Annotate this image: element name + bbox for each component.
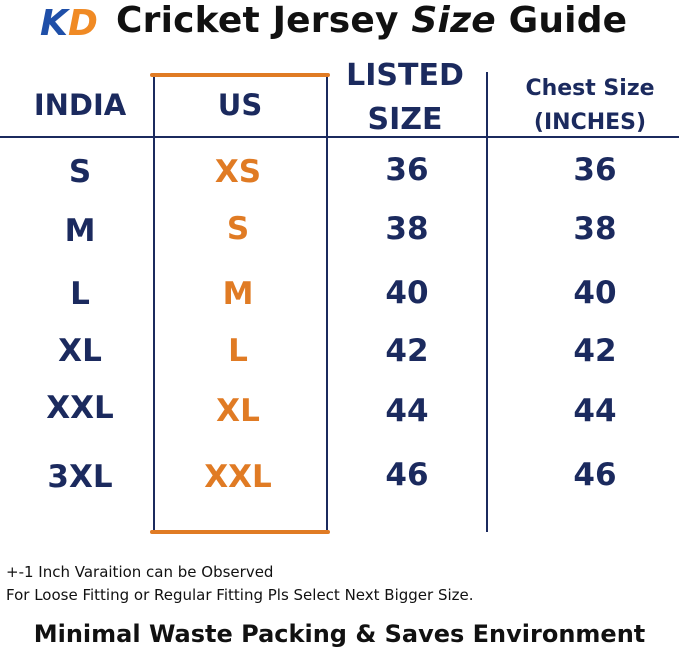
- page-title: Cricket Jersey Size Guide: [116, 0, 627, 41]
- cell-chest: 38: [573, 211, 617, 247]
- us-column-bottom-bar: [150, 530, 330, 534]
- cell-us: XS: [214, 154, 262, 190]
- cell-india: XL: [58, 333, 102, 369]
- us-column-left-line: [153, 77, 155, 530]
- cell-chest: 36: [573, 152, 617, 188]
- header-chest-line1: Chest Size: [525, 76, 655, 101]
- cell-us: XXL: [204, 459, 272, 495]
- cell-us: S: [226, 211, 250, 247]
- note-variation: +-1 Inch Varaition can be Observed: [6, 563, 274, 581]
- header-chest-line2: (INCHES): [533, 110, 647, 135]
- header-listed-line1: LISTED: [346, 58, 464, 93]
- header-listed-size: LISTED SIZE: [330, 54, 480, 142]
- kd-logo-icon: K D: [40, 4, 98, 40]
- note-fitting: For Loose Fitting or Regular Fitting Pls…: [6, 586, 474, 604]
- cell-chest: 40: [573, 275, 617, 311]
- header-india: INDIA: [33, 88, 127, 122]
- header-us: US: [217, 88, 263, 122]
- cell-chest: 42: [573, 333, 617, 369]
- title-part-3: Guide: [495, 0, 628, 41]
- title-part-1: Cricket Jersey: [116, 0, 412, 41]
- cell-us: XL: [216, 393, 260, 429]
- cell-india: M: [64, 213, 96, 249]
- svg-text:D: D: [68, 4, 98, 40]
- footer-tagline: Minimal Waste Packing & Saves Environmen…: [33, 620, 646, 648]
- cell-india: XXL: [46, 390, 114, 426]
- cell-listed: 38: [385, 211, 429, 247]
- header-listed-line2: SIZE: [367, 102, 443, 137]
- cell-chest: 44: [573, 393, 617, 429]
- header-chest-size: Chest Size (INCHES): [500, 72, 679, 140]
- cell-listed: 40: [385, 275, 429, 311]
- cell-listed: 42: [385, 333, 429, 369]
- cell-listed: 46: [385, 457, 429, 493]
- cell-chest: 46: [573, 457, 617, 493]
- chest-column-divider: [486, 72, 488, 532]
- cell-india: L: [70, 276, 90, 312]
- us-column-top-bar: [150, 73, 330, 77]
- cell-us: L: [228, 333, 248, 369]
- header-divider: [0, 136, 679, 138]
- cell-us: M: [222, 276, 254, 312]
- brand-logo: K D: [40, 4, 108, 40]
- cell-listed: 36: [385, 152, 429, 188]
- cell-india: S: [68, 154, 92, 190]
- cell-india: 3XL: [47, 459, 113, 495]
- us-column-right-line: [326, 77, 328, 530]
- svg-text:K: K: [40, 4, 71, 40]
- title-part-2: Size: [411, 0, 496, 41]
- cell-listed: 44: [385, 393, 429, 429]
